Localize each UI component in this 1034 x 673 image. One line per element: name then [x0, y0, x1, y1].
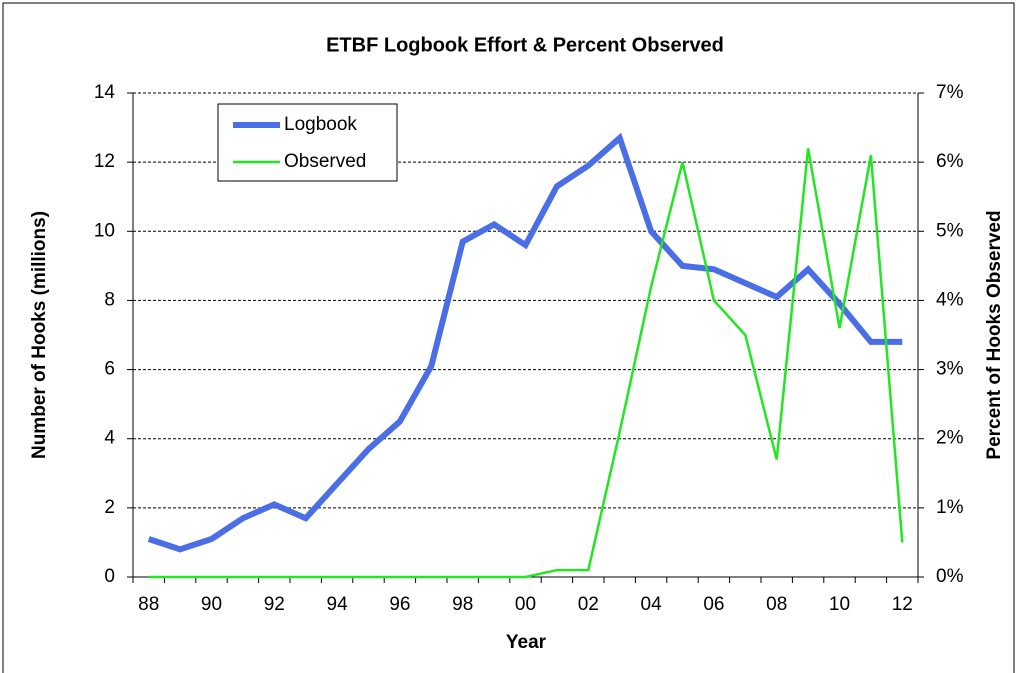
- x-tick-label: 88: [138, 594, 159, 615]
- x-tick-label: 98: [452, 594, 473, 615]
- legend-box: [217, 103, 398, 182]
- y-tick-label: 0: [104, 566, 115, 587]
- series-line: [148, 148, 904, 579]
- x-tick-label: 08: [766, 594, 787, 615]
- x-tick-label: 10: [829, 594, 850, 615]
- legend-label: Logbook: [284, 114, 357, 135]
- y2-tick-label: 6%: [936, 151, 964, 172]
- y2-tick-label: 2%: [936, 428, 964, 449]
- chart-title: ETBF Logbook Effort & Percent Observed: [326, 34, 724, 56]
- x-tick-label: 92: [264, 594, 285, 615]
- y2-tick-label: 1%: [936, 497, 964, 518]
- series-line: [147, 132, 903, 553]
- y2-tick-label: 4%: [936, 289, 964, 310]
- y2-tick-label: 7%: [936, 82, 964, 103]
- y-tick-label: 14: [94, 82, 116, 103]
- x-tick-label: 96: [389, 594, 410, 615]
- y-tick-label: 6: [104, 359, 115, 380]
- y-tick-label: 12: [94, 151, 115, 172]
- y-tick-label: 10: [94, 220, 115, 241]
- x-tick-label: 90: [201, 594, 222, 615]
- y-axis-label: Number of Hooks (millions): [29, 211, 50, 459]
- y-tick-label: 2: [104, 497, 115, 518]
- x-tick-label: 02: [578, 594, 599, 615]
- x-tick-label: 00: [515, 594, 536, 615]
- y2-axis-label: Percent of Hooks Observed: [984, 210, 1005, 459]
- x-tick-label: 12: [892, 594, 913, 615]
- y2-tick-label: 3%: [936, 359, 964, 380]
- x-tick-label: 04: [641, 594, 663, 615]
- x-axis-label: Year: [506, 632, 547, 653]
- chart-frame: [2, 2, 1015, 673]
- y-tick-label: 4: [104, 428, 115, 449]
- y2-tick-label: 0%: [936, 566, 964, 587]
- y-tick-label: 8: [104, 289, 115, 310]
- legend-label: Observed: [284, 151, 366, 172]
- x-tick-label: 06: [703, 594, 724, 615]
- x-tick-label: 94: [327, 594, 349, 615]
- y2-tick-label: 5%: [936, 220, 964, 241]
